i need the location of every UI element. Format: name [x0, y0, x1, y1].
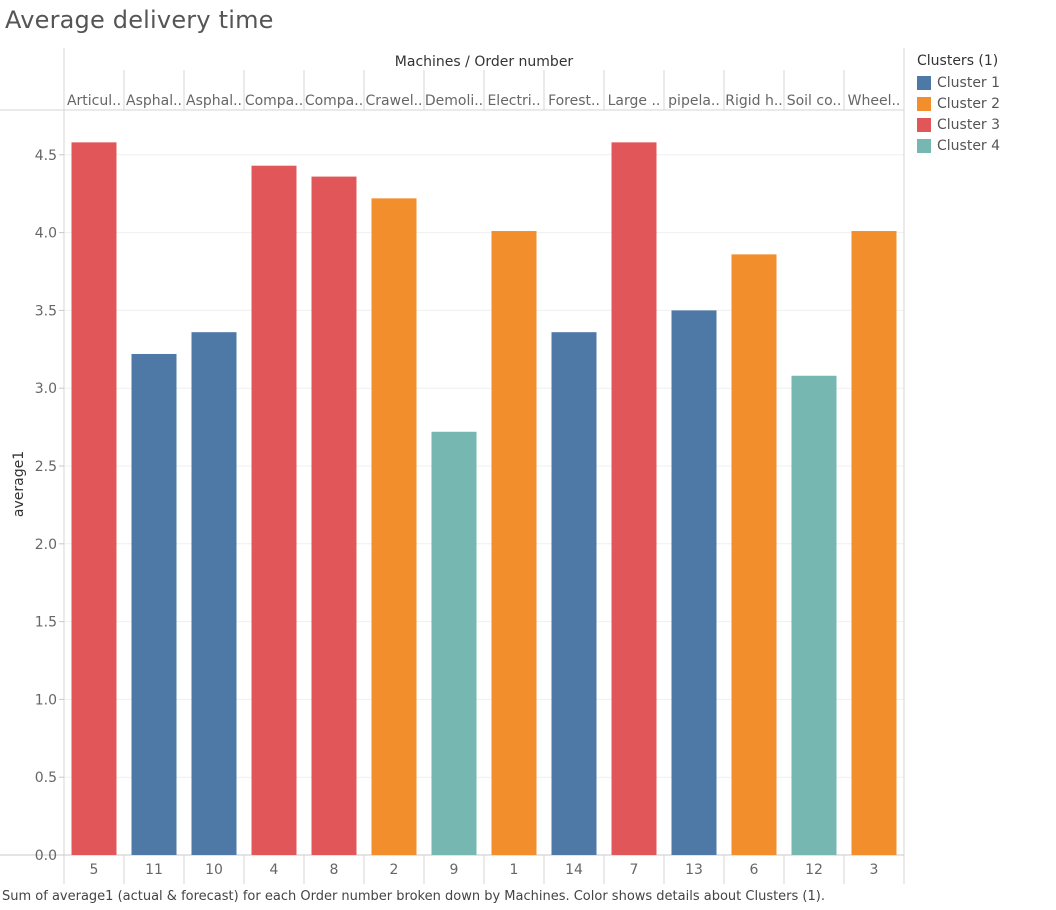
machine-label: Crawel.. — [366, 93, 423, 109]
grid-lines — [64, 154, 904, 778]
order-number-label: 14 — [565, 862, 583, 878]
machine-label: Large .. — [608, 93, 661, 109]
legend-swatch — [917, 117, 931, 132]
order-number-label: 7 — [630, 862, 639, 878]
legend-item[interactable]: Cluster 1 — [917, 72, 1000, 93]
chart-caption: Sum of average1 (actual & forecast) for … — [2, 889, 825, 904]
legend-swatch — [917, 75, 931, 90]
header-label: Machines / Order number — [395, 54, 574, 70]
y-axis: 0.0 0.5 1.0 1.5 2.0 2.5 3.0 3.5 4.0 4.5 average1 — [11, 148, 64, 864]
order-number-label: 13 — [685, 862, 703, 878]
bar — [551, 332, 597, 856]
order-number-label: 10 — [205, 862, 223, 878]
machine-headers: Machines / Order number Articul.. Asphal..… — [67, 54, 900, 109]
y-tick-label: 2.0 — [35, 537, 57, 553]
legend-item[interactable]: Cluster 2 — [917, 93, 1000, 114]
legend-label: Cluster 1 — [937, 74, 1001, 91]
machine-label: Asphal.. — [126, 93, 182, 109]
order-number-label: 9 — [450, 862, 459, 878]
bar — [371, 198, 417, 856]
bar — [71, 142, 117, 856]
y-tick-label: 1.5 — [35, 615, 57, 631]
y-tick-label: 3.5 — [35, 303, 57, 319]
legend-label: Cluster 3 — [937, 116, 1001, 133]
order-number-label: 1 — [510, 862, 519, 878]
machine-label: Forest.. — [548, 93, 600, 109]
machine-label: Demoli.. — [425, 93, 483, 109]
bar — [431, 431, 477, 855]
bars — [71, 142, 897, 856]
y-tick-label: 1.0 — [35, 692, 57, 708]
bar — [791, 375, 837, 855]
y-tick-label: 2.5 — [35, 459, 57, 475]
order-number-label: 11 — [145, 862, 163, 878]
bar — [491, 231, 537, 855]
bar — [731, 254, 777, 855]
bar — [251, 165, 297, 855]
order-number-label: 2 — [390, 862, 399, 878]
legend-swatch — [917, 138, 931, 153]
order-number-label: 4 — [270, 862, 279, 878]
legend-swatch — [917, 96, 931, 111]
machine-label: Rigid h.. — [725, 93, 783, 109]
y-tick-label: 0.0 — [35, 848, 57, 864]
machine-label: Articul.. — [67, 93, 121, 109]
order-number-label: 6 — [750, 862, 759, 878]
machine-label: Compa.. — [245, 93, 303, 109]
legend-label: Cluster 4 — [937, 137, 1001, 154]
y-axis-label: average1 — [11, 451, 27, 517]
y-tick-label: 4.0 — [35, 226, 57, 242]
y-tick-label: 3.0 — [35, 381, 57, 397]
machine-label: Asphal.. — [186, 93, 242, 109]
legend-title: Clusters (1) — [917, 53, 999, 69]
legend: Clusters (1) Cluster 1 Cluster 2 Cluster 3… — [917, 53, 1000, 156]
y-tick-label: 0.5 — [35, 770, 57, 786]
legend-label: Cluster 2 — [937, 95, 1001, 112]
order-number-label: 8 — [330, 862, 339, 878]
legend-item[interactable]: Cluster 3 — [917, 114, 1000, 135]
order-number-labels: 5 11 10 4 8 2 9 1 14 7 13 6 12 3 — [90, 862, 879, 878]
chart-title: Average delivery time — [5, 6, 274, 34]
order-number-label: 12 — [805, 862, 823, 878]
bar — [131, 353, 177, 855]
legend-item[interactable]: Cluster 4 — [917, 135, 1000, 156]
machine-label: Electri.. — [487, 93, 540, 109]
y-tick-label: 4.5 — [35, 148, 57, 164]
bar — [191, 332, 237, 856]
machine-label: Wheel.. — [848, 93, 901, 109]
machine-label: Compa.. — [305, 93, 363, 109]
order-number-label: 3 — [870, 862, 879, 878]
machine-label: Soil co.. — [787, 93, 842, 109]
bar — [671, 310, 717, 855]
machine-label: pipela.. — [668, 93, 720, 109]
bar — [311, 176, 357, 856]
order-number-label: 5 — [90, 862, 99, 878]
bar — [611, 142, 657, 856]
bar — [851, 231, 897, 855]
